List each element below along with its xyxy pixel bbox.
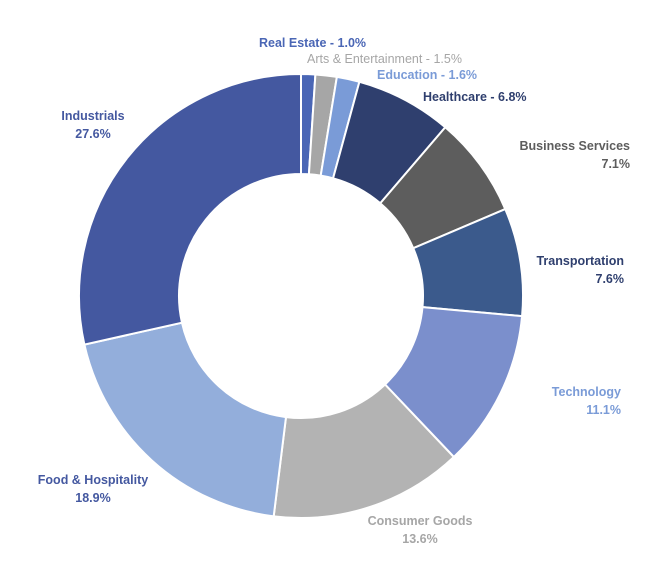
label-business-services-name: Business Services <box>519 139 631 153</box>
slice-industrials <box>78 72 302 346</box>
label-transportation: Transportation 7.6% <box>528 252 624 288</box>
label-technology: Technology 11.1% <box>519 383 621 419</box>
label-real-estate-value: 1.0% <box>337 36 367 50</box>
label-consumer-goods: Consumer Goods 13.6% <box>361 512 479 548</box>
label-real-estate: Real Estate - 1.0% <box>259 36 367 50</box>
label-business-services-value: 7.1% <box>601 157 631 171</box>
label-transportation-name: Transportation <box>536 254 624 268</box>
label-industrials: Industrials 27.6% <box>58 107 128 143</box>
label-industrials-value: 27.6% <box>75 127 111 141</box>
label-industrials-name: Industrials <box>61 109 125 123</box>
label-arts-entertainment-name: Arts & Entertainment <box>307 52 423 66</box>
label-transportation-value: 7.6% <box>595 272 625 286</box>
label-healthcare-value: 6.8% <box>498 90 527 104</box>
label-business-services: Business Services 7.1% <box>493 137 631 173</box>
label-technology-value: 11.1% <box>586 403 621 417</box>
label-education-value: 1.6% <box>448 68 478 82</box>
label-arts-entertainment-value: 1.5% <box>433 52 462 66</box>
label-consumer-goods-name: Consumer Goods <box>367 514 473 528</box>
label-technology-name: Technology <box>551 385 621 399</box>
label-education: Education - 1.6% <box>377 68 478 82</box>
label-healthcare-name: Healthcare <box>423 90 487 104</box>
label-arts-entertainment: Arts & Entertainment - 1.5% <box>307 52 462 66</box>
label-consumer-goods-value: 13.6% <box>402 532 438 546</box>
slice-food-hospitality <box>83 321 288 518</box>
label-education-name: Education <box>377 68 438 82</box>
label-food-hospitality-value: 18.9% <box>75 491 111 505</box>
label-real-estate-name: Real Estate <box>259 36 327 50</box>
label-food-hospitality-name: Food & Hospitality <box>37 473 149 487</box>
label-healthcare: Healthcare - 6.8% <box>423 90 527 104</box>
label-food-hospitality: Food & Hospitality 18.9% <box>30 471 156 507</box>
